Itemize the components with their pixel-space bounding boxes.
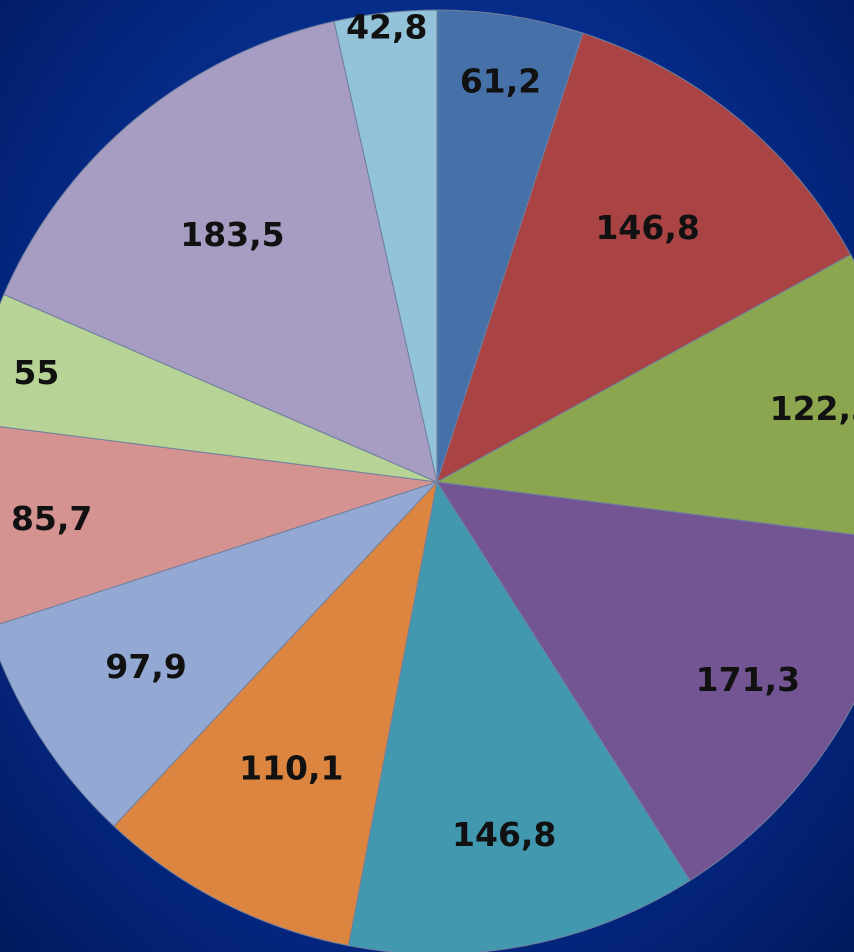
pie-slice-10 <box>3 20 438 483</box>
slice-data-label-5: 146,8 <box>452 815 556 854</box>
slice-data-label-2: 146,8 <box>595 208 699 247</box>
pie-data-labels: 61,2 146,8 122,3 171,3 146,8 110,1 97,9 85,7 55 1… <box>11 7 854 853</box>
pie-slice-5 <box>347 480 691 952</box>
pie-slice-1 <box>436 9 584 483</box>
slice-data-label-8: 85,7 <box>11 499 92 538</box>
slice-data-label-7: 97,9 <box>105 647 186 686</box>
pie-slice-4 <box>436 481 854 882</box>
pie-slice-3 <box>435 253 854 536</box>
pie-slices <box>0 9 854 952</box>
slice-data-label-11: 42,8 <box>346 7 427 46</box>
slice-data-label-1: 61,2 <box>460 62 541 101</box>
slice-data-label-9: 55 <box>13 353 59 392</box>
slice-data-label-6: 110,1 <box>239 748 343 787</box>
slice-data-label-4: 171,3 <box>696 660 800 699</box>
slice-data-label-10: 183,5 <box>180 215 284 254</box>
pie-slice-11 <box>333 9 438 483</box>
pie-slice-6 <box>113 480 438 947</box>
pie-slice-2 <box>436 32 852 484</box>
pie-slice-8 <box>0 426 438 625</box>
slice-data-label-3: 122,3 <box>770 389 854 428</box>
pie-slice-7 <box>0 481 438 827</box>
